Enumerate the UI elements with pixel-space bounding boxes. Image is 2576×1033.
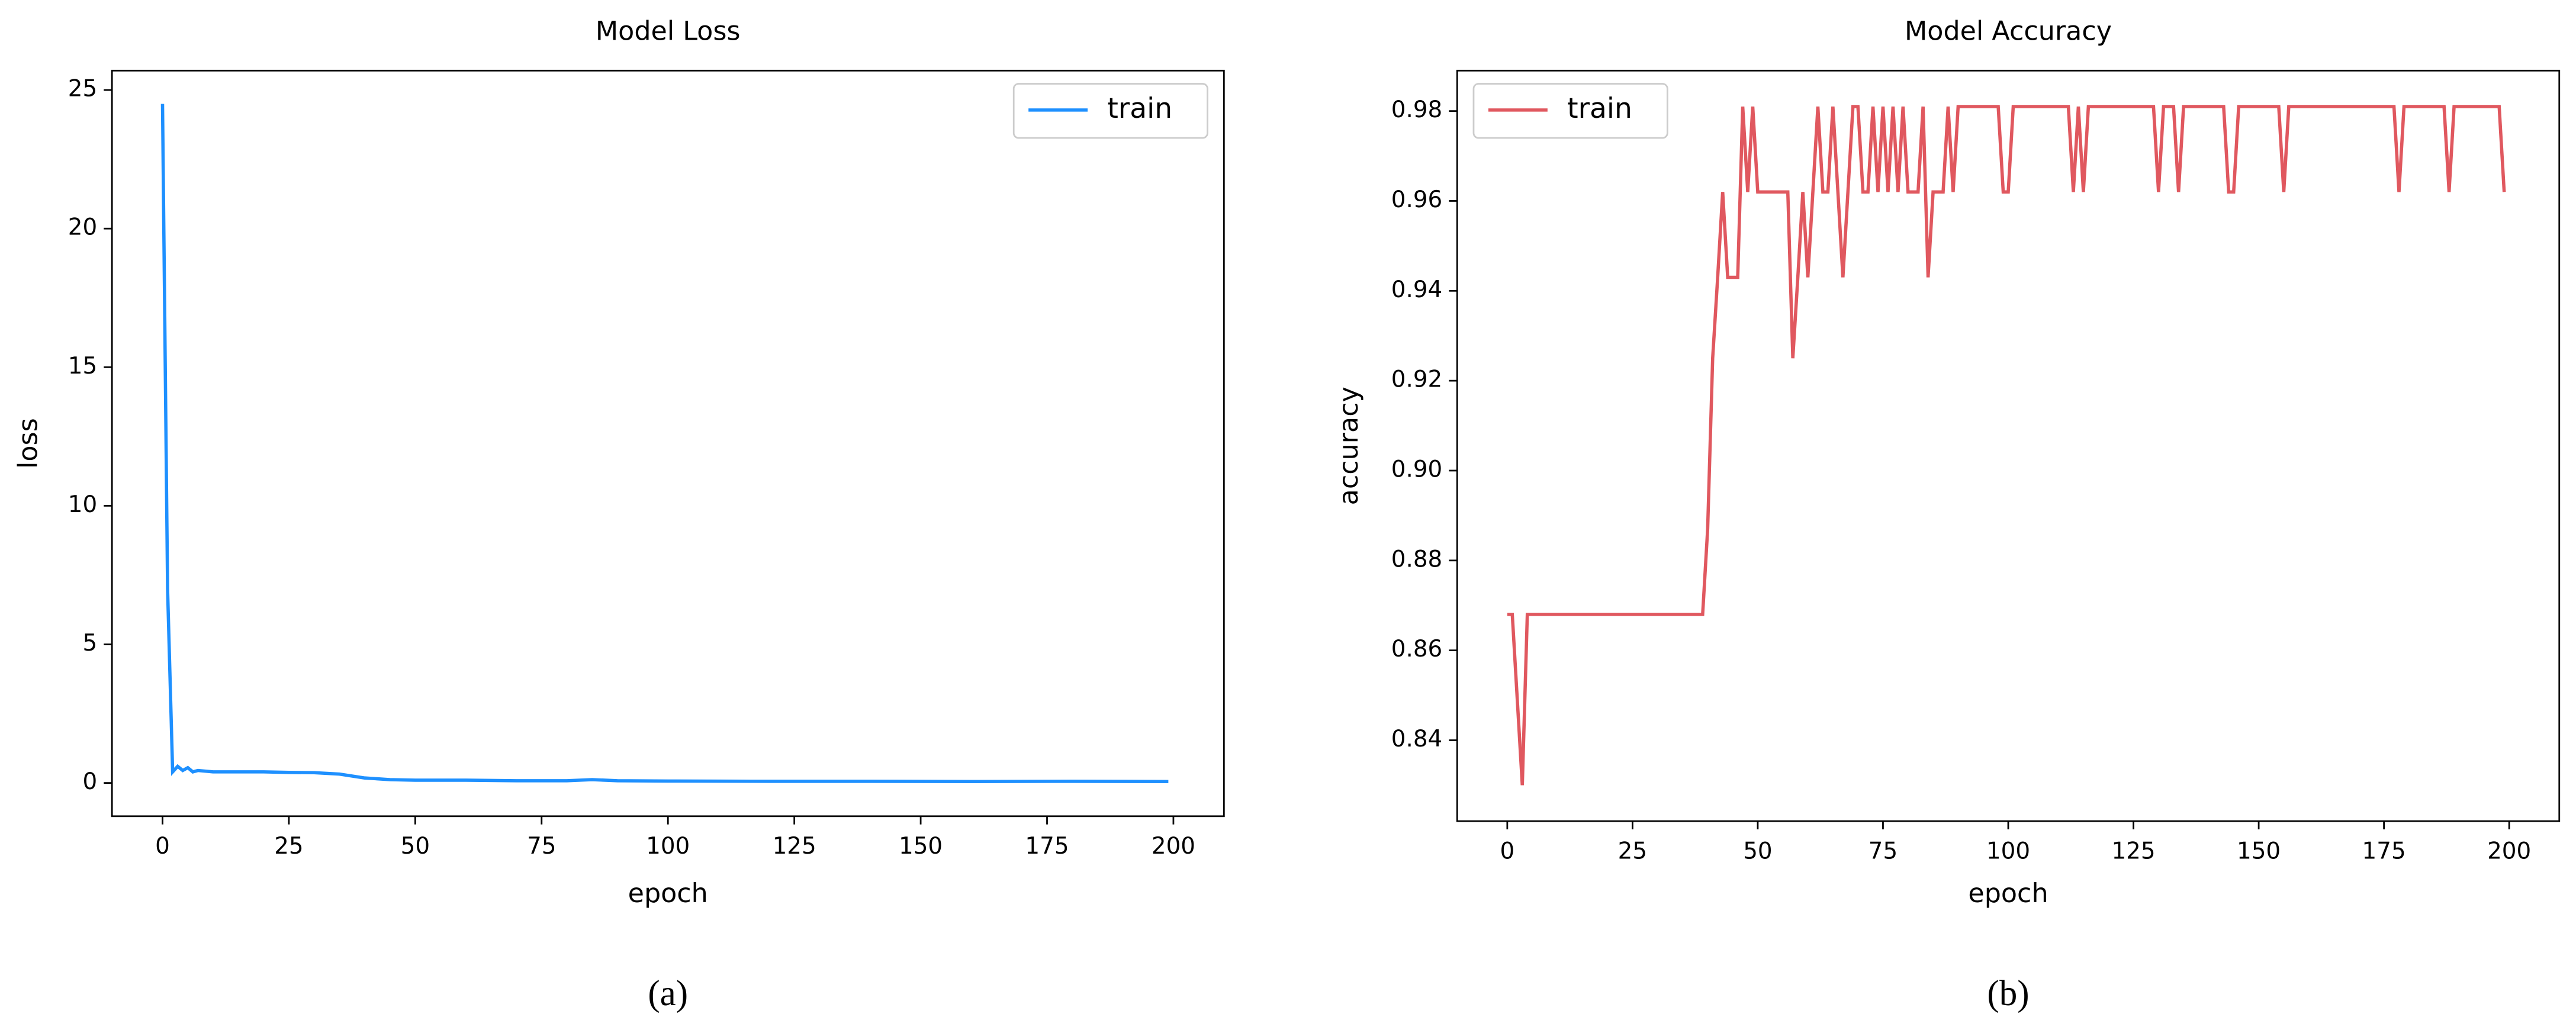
legend-label: train: [1107, 92, 1172, 125]
y-tick-label: 0.86: [1391, 636, 1442, 662]
x-tick-label: 100: [1986, 838, 2030, 864]
x-tick-label: 0: [1500, 838, 1515, 864]
caption: (b): [1987, 974, 2029, 1013]
x-axis-label: epoch: [1968, 878, 2048, 909]
x-tick-label: 50: [1743, 838, 1772, 864]
legend-label: train: [1567, 92, 1632, 125]
x-tick-label: 100: [646, 833, 690, 860]
x-tick-label: 125: [773, 833, 816, 860]
x-tick-label: 50: [401, 833, 430, 860]
x-tick-label: 75: [1869, 838, 1898, 864]
y-axis-label: accuracy: [1334, 387, 1364, 505]
y-tick-label: 25: [68, 76, 97, 102]
x-tick-label: 150: [2237, 838, 2281, 864]
data-line: [1507, 105, 2506, 786]
y-tick-label: 0.90: [1391, 456, 1442, 482]
y-tick-label: 0.96: [1391, 186, 1442, 213]
x-tick-label: 200: [1152, 833, 1195, 860]
y-tick-label: 20: [68, 214, 97, 241]
chart-title: Model Accuracy: [1905, 16, 2112, 46]
legend-box: [1472, 83, 1668, 139]
x-tick-label: 200: [2487, 838, 2531, 864]
y-tick-label: 5: [82, 630, 97, 657]
caption: (a): [648, 974, 688, 1013]
y-tick-label: 0.92: [1391, 366, 1442, 393]
x-tick-label: 75: [527, 833, 556, 860]
y-tick-label: 0.98: [1391, 96, 1442, 123]
x-tick-label: 150: [899, 833, 943, 860]
y-tick-label: 0.88: [1391, 546, 1442, 572]
y-tick-label: 0.84: [1391, 726, 1442, 752]
data-line: [160, 104, 1169, 784]
legend-box: [1012, 83, 1208, 139]
x-tick-label: 125: [2111, 838, 2155, 864]
x-tick-label: 25: [274, 833, 303, 860]
x-tick-label: 0: [155, 833, 170, 860]
y-tick-label: 0: [82, 768, 97, 795]
x-tick-label: 175: [2362, 838, 2406, 864]
y-axis-label: loss: [13, 418, 43, 469]
y-tick-label: 0.94: [1391, 276, 1442, 303]
y-tick-label: 10: [68, 491, 97, 518]
plot-frame: [1456, 69, 2561, 822]
chart-title: Model Loss: [596, 16, 741, 46]
x-tick-label: 175: [1025, 833, 1069, 860]
x-axis-label: epoch: [628, 878, 708, 909]
y-tick-label: 15: [68, 353, 97, 379]
plot-frame: [111, 69, 1225, 818]
x-tick-label: 25: [1618, 838, 1647, 864]
